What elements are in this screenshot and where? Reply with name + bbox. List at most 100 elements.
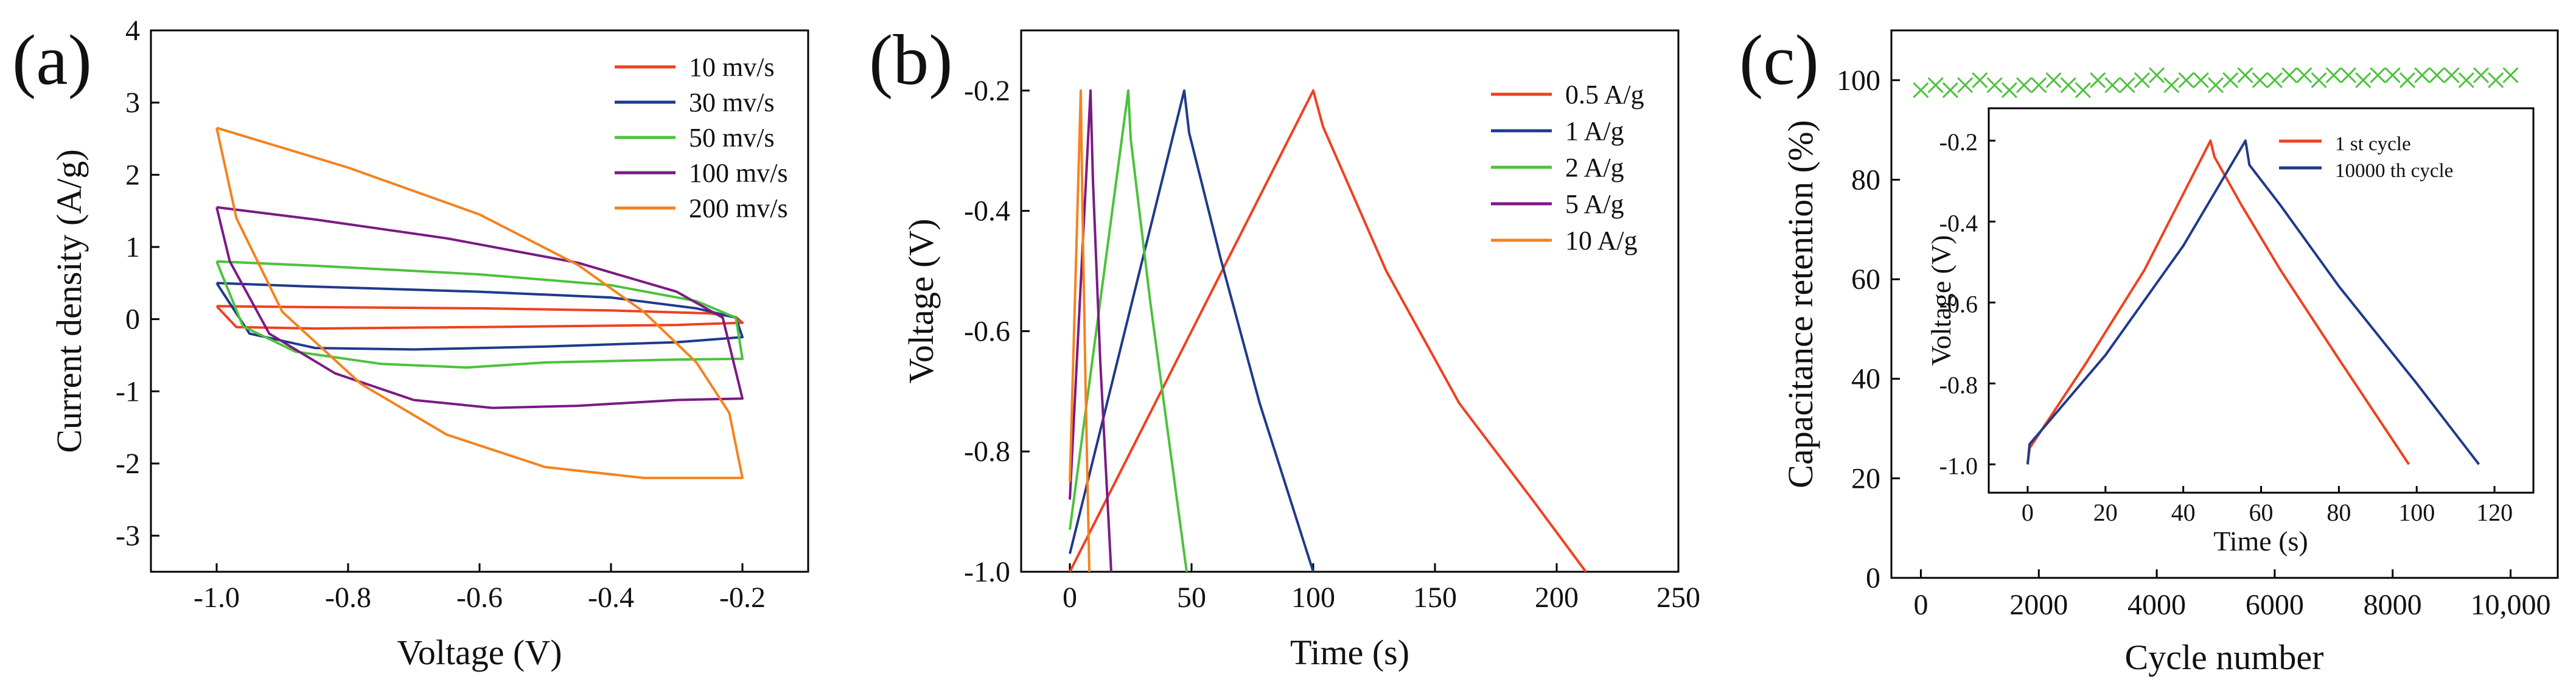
inset-x-tick-label: 100 — [2398, 499, 2435, 526]
panel-a-x-tick-label: -0.4 — [588, 582, 634, 614]
inset-curve-1-st-cycle — [2026, 139, 2410, 465]
panel-c-y-tick-label: 80 — [1851, 164, 1880, 196]
panel-c: (c) 0 2000 4000 6000 8000 10,000 0 20 40 60 80 100… — [1739, 20, 2559, 677]
gcd-curve-10-a-g — [1069, 89, 1091, 572]
retention-point — [1957, 77, 1974, 94]
panel-c-x-tick-label: 8000 — [2364, 589, 2422, 621]
panel-c-x-tick-label: 0 — [1913, 589, 1928, 621]
panel-b-y-tick-label: -0.4 — [964, 195, 1010, 227]
inset-legend: 1 st cycle 10000 th cycle — [2279, 133, 2453, 182]
panel-b-x-tick-label: 150 — [1413, 582, 1457, 614]
retention-point — [2075, 82, 2091, 99]
inset-y-tick-label: -0.2 — [1939, 128, 1978, 156]
retention-point — [2296, 67, 2312, 83]
retention-point — [2090, 72, 2106, 88]
inset-plot-frame — [1988, 107, 2535, 494]
retention-point — [2266, 72, 2283, 88]
panel-c-y-tick-label: 20 — [1851, 462, 1880, 495]
panel-c-y-tick-label: 60 — [1851, 263, 1880, 296]
panel-b-legend-label: 0.5 A/g — [1565, 80, 1644, 109]
inset-y-tick-label: -0.4 — [1939, 209, 1978, 237]
retention-point — [2458, 72, 2474, 88]
panel-a-x-tick-label: -0.6 — [456, 582, 503, 614]
retention-point — [2473, 67, 2490, 83]
panel-a-x-label: Voltage (V) — [397, 633, 562, 672]
retention-point — [2502, 67, 2519, 83]
panel-c-y-label: Capacitance retention (%) — [1781, 120, 1820, 488]
retention-point — [2060, 77, 2076, 94]
retention-point — [2207, 77, 2224, 94]
inset-y-tick-label: -1.0 — [1939, 452, 1978, 479]
cv-curve-200-mv-s — [215, 127, 744, 479]
inset-y-label: Voltage (V) — [1925, 235, 1956, 366]
retention-point — [1942, 82, 1958, 99]
panel-b-x-label: Time (s) — [1290, 633, 1409, 672]
inset-x-ticks: 0 20 40 60 80 100 120 — [2022, 486, 2513, 526]
inset-y-ticks: -1.0 -0.8 -0.6 -0.4 -0.2 — [1939, 128, 1995, 479]
panel-c-x-label: Cycle number — [2125, 637, 2324, 677]
inset-x-tick-label: 60 — [2249, 499, 2274, 526]
inset-y-tick-label: -0.8 — [1939, 371, 1978, 398]
retention-point — [2384, 67, 2401, 83]
retention-point — [2163, 77, 2180, 94]
panel-a-y-tick-label: -1 — [116, 375, 140, 408]
panel-b: (b) 0 50 100 150 200 250 -1.0 -0.8 -0.6 -0.4 -0.2… — [869, 20, 1700, 672]
panel-b-x-tick-label: 200 — [1535, 582, 1579, 614]
retention-point — [2193, 72, 2209, 88]
retention-point — [1986, 77, 2003, 94]
retention-point — [2414, 67, 2431, 83]
panel-a: (a) -1.0 -0.8 -0.6 -0.4 -0.2 -3 -2 -1 0 1 2 3 4 10 … — [12, 15, 809, 672]
panel-a-legend-label: 100 mv/s — [689, 158, 788, 188]
retention-point — [1927, 77, 1944, 94]
panel-b-legend: 0.5 A/g 1 A/g 2 A/g 5 A/g 10 A/g — [1491, 80, 1644, 255]
inset-curve-10000-th-cycle — [2026, 139, 2480, 465]
panel-a-y-label: Current density (A/g) — [49, 149, 89, 453]
retention-point — [2325, 67, 2342, 83]
retention-point — [2237, 67, 2253, 83]
panel-b-plot-frame — [1020, 29, 1680, 573]
panel-c-y-ticks: 0 20 40 60 80 100 — [1837, 64, 1900, 594]
retention-point — [2222, 72, 2239, 88]
panel-c-y-tick-label: 0 — [1866, 562, 1880, 594]
retention-point — [2311, 72, 2327, 88]
panel-c-plot-frame — [1890, 29, 2559, 579]
panel-b-legend-label: 2 A/g — [1565, 153, 1624, 182]
retention-point — [2016, 77, 2033, 94]
retention-point — [2178, 72, 2194, 88]
panel-b-x-tick-label: 250 — [1656, 582, 1700, 614]
retention-point — [2443, 67, 2460, 83]
panel-c-x-tick-label: 6000 — [2246, 589, 2304, 621]
panel-a-legend-label: 200 mv/s — [689, 193, 788, 223]
inset-x-tick-label: 0 — [2022, 499, 2034, 526]
panel-b-x-tick-label: 100 — [1291, 582, 1335, 614]
gcd-curve-1-a-g — [1069, 89, 1314, 572]
panel-b-x-ticks: 0 50 100 150 200 250 — [1063, 563, 1700, 614]
panel-b-y-tick-label: -0.6 — [964, 315, 1010, 347]
retention-point — [1972, 72, 1988, 88]
panel-b-y-tick-label: -0.8 — [964, 436, 1010, 468]
panel-b-letter: (b) — [869, 20, 953, 100]
panel-a-legend-label: 10 mv/s — [689, 52, 775, 82]
cv-curve-30-mv-s — [215, 282, 744, 351]
panel-b-x-tick-label: 50 — [1177, 582, 1206, 614]
panel-a-legend-label: 50 mv/s — [689, 123, 775, 153]
panel-b-y-tick-label: -0.2 — [964, 75, 1010, 107]
panel-c-x-tick-label: 4000 — [2127, 589, 2186, 621]
inset-series — [2026, 139, 2480, 465]
panel-c-x-tick-label: 10,000 — [2470, 589, 2550, 621]
panel-c-letter: (c) — [1739, 20, 1819, 100]
retention-point — [2370, 67, 2386, 83]
panel-b-y-label: Voltage (V) — [901, 218, 941, 383]
inset-x-tick-label: 120 — [2476, 499, 2513, 526]
retention-point — [2281, 67, 2298, 83]
cv-curve-100-mv-s — [215, 206, 744, 409]
panel-c-y-tick-label: 40 — [1851, 363, 1880, 395]
inset-x-tick-label: 40 — [2171, 499, 2196, 526]
panel-c-x-tick-label: 2000 — [2009, 589, 2068, 621]
panel-a-x-ticks: -1.0 -0.8 -0.6 -0.4 -0.2 — [194, 563, 766, 614]
inset-legend-label: 1 st cycle — [2335, 133, 2411, 155]
panel-c-inset: 0 20 40 60 80 100 120 -1.0 -0.8 -0.6 -0.4 -0.2 1 s… — [1925, 107, 2535, 557]
panel-a-letter: (a) — [12, 20, 92, 100]
panel-b-legend-label: 1 A/g — [1565, 116, 1624, 146]
